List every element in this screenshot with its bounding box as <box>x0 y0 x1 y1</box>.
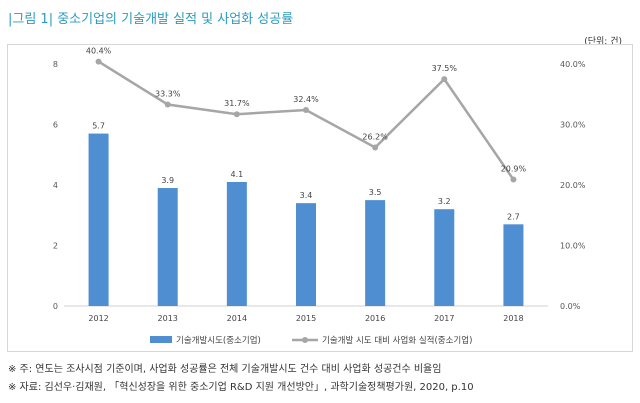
line-point-2018 <box>510 176 517 183</box>
bar-2016 <box>365 200 386 306</box>
line-value-label: 26.2% <box>362 132 388 141</box>
line-value-label: 20.9% <box>501 165 527 174</box>
line-point-2012 <box>95 58 102 65</box>
bar-value-label: 3.4 <box>300 191 313 200</box>
x-tick-label: 2015 <box>296 314 316 323</box>
y-right-tick-label: 30.0% <box>560 121 586 130</box>
bar-2014 <box>226 181 247 306</box>
legend-bar-label: 기술개발시도(중소기업) <box>176 335 261 346</box>
bar-value-label: 4.1 <box>230 170 243 179</box>
chart-frame <box>7 44 633 352</box>
x-tick-label: 2014 <box>227 314 247 323</box>
y-right-tick-label: 0.0% <box>560 302 581 311</box>
y-left-tick-label: 0 <box>53 302 58 311</box>
footnote-note: ※ 주: 연도는 조사시점 기준이며, 사업화 성공률은 전체 기술개발시도 건… <box>8 364 442 375</box>
line-series-path <box>97 60 515 181</box>
x-tick-label: 2012 <box>88 314 108 323</box>
legend-line-label: 기술개발 시도 대비 사업화 실적(중소기업) <box>322 335 472 346</box>
legend-line-marker <box>302 337 308 343</box>
line-point-2017 <box>441 76 448 83</box>
legend-bar-swatch <box>150 336 172 343</box>
bar-2017 <box>434 209 455 306</box>
unit-label: (단위: 건) <box>584 37 622 47</box>
line-value-label: 32.4% <box>293 95 319 104</box>
line-value-label: 33.3% <box>155 90 181 99</box>
y-right-tick-label: 40.0% <box>560 60 586 69</box>
bar-value-label: 2.7 <box>507 212 520 221</box>
y-left-tick-label: 2 <box>53 242 58 251</box>
y-left-tick-label: 6 <box>53 121 58 130</box>
line-point-2014 <box>233 111 240 118</box>
line-point-2013 <box>164 101 171 108</box>
x-tick-label: 2013 <box>158 314 178 323</box>
y-left-tick-label: 4 <box>53 181 58 190</box>
line-value-label: 31.7% <box>224 99 250 108</box>
bar-2018 <box>503 224 524 306</box>
line-point-2015 <box>303 106 309 113</box>
line-point-2016 <box>372 144 379 151</box>
bar-2013 <box>157 188 178 306</box>
line-value-label: 40.4% <box>86 47 112 56</box>
x-tick-label: 2016 <box>365 314 385 323</box>
bar-2012 <box>88 133 109 306</box>
y-left-tick-label: 8 <box>53 60 58 69</box>
y-right-tick-label: 20.0% <box>560 181 586 190</box>
bar-value-label: 3.9 <box>161 176 174 185</box>
bar-value-label: 3.5 <box>369 188 382 197</box>
figure-title: |그림 1| 중소기업의 기술개발 실적 및 사업화 성공률 <box>8 12 294 27</box>
bar-2015 <box>296 203 316 306</box>
y-right-tick-label: 10.0% <box>560 242 586 251</box>
line-value-label: 37.5% <box>432 64 458 73</box>
bar-value-label: 3.2 <box>438 197 451 206</box>
footnote-source: ※ 자료: 김선우·김재원, 「혁신성장을 위한 중소기업 R&D 지원 개선방… <box>8 382 474 393</box>
x-tick-label: 2018 <box>503 314 523 323</box>
x-tick-label: 2017 <box>434 314 454 323</box>
bar-value-label: 5.7 <box>92 122 105 131</box>
